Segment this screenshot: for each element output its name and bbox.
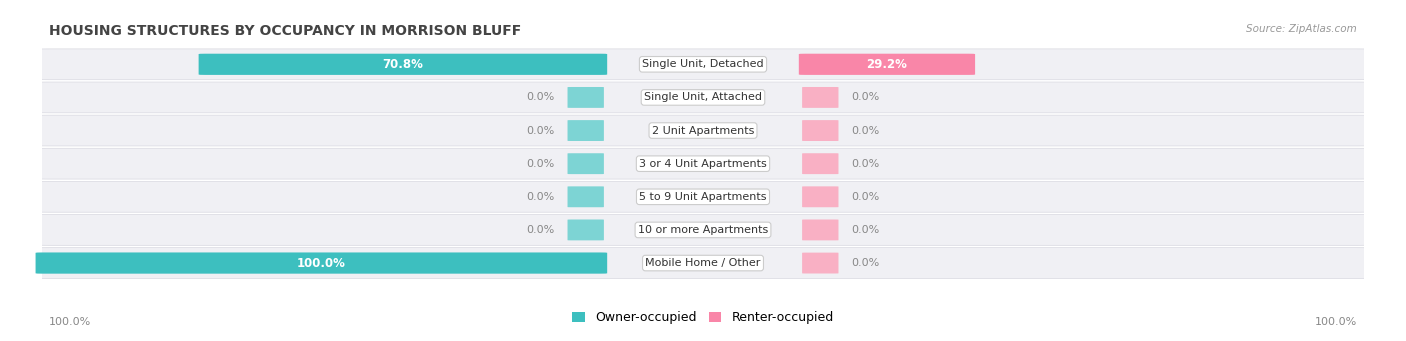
Text: 29.2%: 29.2% (866, 58, 907, 71)
FancyBboxPatch shape (198, 54, 607, 75)
Text: 70.8%: 70.8% (382, 58, 423, 71)
Text: Source: ZipAtlas.com: Source: ZipAtlas.com (1246, 24, 1357, 34)
FancyBboxPatch shape (568, 153, 603, 174)
FancyBboxPatch shape (801, 220, 838, 240)
Text: 0.0%: 0.0% (852, 125, 880, 136)
FancyBboxPatch shape (568, 187, 603, 207)
Text: 100.0%: 100.0% (49, 317, 91, 327)
Text: 100.0%: 100.0% (297, 256, 346, 269)
Text: 10 or more Apartments: 10 or more Apartments (638, 225, 768, 235)
FancyBboxPatch shape (801, 87, 838, 108)
Text: HOUSING STRUCTURES BY OCCUPANCY IN MORRISON BLUFF: HOUSING STRUCTURES BY OCCUPANCY IN MORRI… (49, 24, 522, 38)
Text: 0.0%: 0.0% (526, 192, 554, 202)
Text: 0.0%: 0.0% (852, 258, 880, 268)
FancyBboxPatch shape (568, 120, 603, 141)
Legend: Owner-occupied, Renter-occupied: Owner-occupied, Renter-occupied (572, 311, 834, 324)
Text: 3 or 4 Unit Apartments: 3 or 4 Unit Apartments (640, 159, 766, 169)
FancyBboxPatch shape (32, 248, 1374, 279)
Text: 0.0%: 0.0% (526, 225, 554, 235)
Text: 5 to 9 Unit Apartments: 5 to 9 Unit Apartments (640, 192, 766, 202)
FancyBboxPatch shape (32, 148, 1374, 179)
Text: 100.0%: 100.0% (1315, 317, 1357, 327)
Text: Single Unit, Detached: Single Unit, Detached (643, 59, 763, 69)
FancyBboxPatch shape (32, 181, 1374, 212)
FancyBboxPatch shape (32, 82, 1374, 113)
FancyBboxPatch shape (35, 252, 607, 274)
Text: 0.0%: 0.0% (852, 225, 880, 235)
FancyBboxPatch shape (568, 87, 603, 108)
FancyBboxPatch shape (32, 214, 1374, 245)
Text: Single Unit, Attached: Single Unit, Attached (644, 92, 762, 102)
Text: 0.0%: 0.0% (526, 159, 554, 169)
FancyBboxPatch shape (799, 54, 976, 75)
FancyBboxPatch shape (801, 153, 838, 174)
Text: 0.0%: 0.0% (852, 159, 880, 169)
Text: 0.0%: 0.0% (852, 192, 880, 202)
FancyBboxPatch shape (801, 120, 838, 141)
FancyBboxPatch shape (32, 115, 1374, 146)
Text: 0.0%: 0.0% (852, 92, 880, 102)
FancyBboxPatch shape (32, 49, 1374, 80)
FancyBboxPatch shape (568, 220, 603, 240)
FancyBboxPatch shape (801, 253, 838, 273)
Text: 0.0%: 0.0% (526, 92, 554, 102)
Text: 2 Unit Apartments: 2 Unit Apartments (652, 125, 754, 136)
Text: 0.0%: 0.0% (526, 125, 554, 136)
Text: Mobile Home / Other: Mobile Home / Other (645, 258, 761, 268)
FancyBboxPatch shape (801, 187, 838, 207)
